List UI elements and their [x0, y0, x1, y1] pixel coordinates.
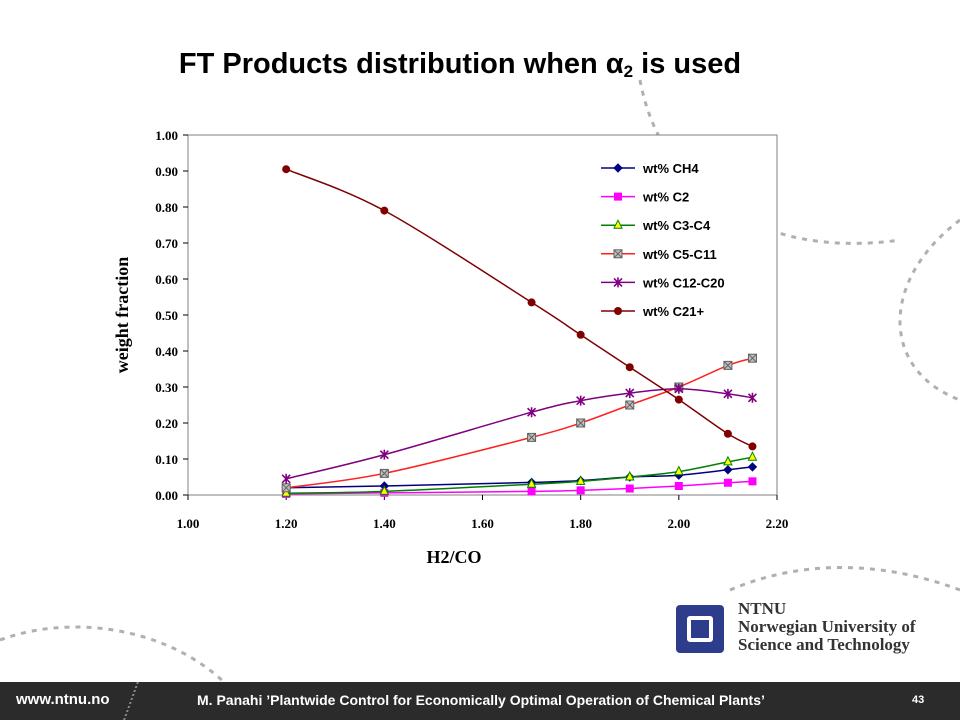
- data-point: [379, 449, 389, 460]
- data-point: [723, 429, 732, 438]
- data-point: [674, 383, 684, 394]
- y-axis-label: weight fraction: [112, 257, 132, 373]
- data-point: [625, 388, 635, 399]
- data-point: [748, 442, 757, 451]
- data-point: [379, 485, 390, 495]
- x-axis-label: H2/CO: [426, 547, 481, 567]
- data-point: [576, 418, 586, 428]
- legend: wt% CH4 wt% C2 wt% C3-C4 wt% C5-C11 wt% C12-…: [601, 161, 725, 319]
- x-tick-label: 1.40: [373, 516, 396, 531]
- page-number: 43: [912, 694, 925, 706]
- y-tick-label: 1.00: [155, 128, 178, 143]
- legend-label: wt% C3-C4: [642, 218, 711, 233]
- y-tick-label: 0.20: [155, 416, 178, 431]
- x-tick-label: 1.80: [569, 516, 592, 531]
- series-wt-c21-: [282, 165, 757, 451]
- legend-marker: [614, 192, 622, 201]
- title-subscript: 2: [623, 62, 634, 81]
- x-tick-label: 1.20: [275, 516, 298, 531]
- data-point: [576, 395, 586, 406]
- data-point: [747, 353, 757, 363]
- x-tick-label: 1.60: [471, 516, 494, 531]
- data-point: [282, 165, 291, 174]
- data-point: [576, 486, 585, 495]
- y-tick-label: 0.00: [155, 488, 178, 503]
- y-tick-label: 0.10: [155, 452, 178, 467]
- y-tick-label: 0.30: [155, 380, 178, 395]
- legend-marker: [613, 277, 623, 288]
- data-point: [527, 487, 536, 496]
- x-tick-label: 2.20: [766, 516, 789, 531]
- data-point: [624, 470, 635, 481]
- series-wt-c12-c20: [281, 383, 758, 484]
- data-point: [625, 400, 635, 410]
- legend-label: wt% C21+: [642, 304, 704, 319]
- data-point: [281, 483, 291, 493]
- data-point: [748, 477, 757, 486]
- footer-url[interactable]: www.ntnu.no: [16, 691, 110, 708]
- y-tick-label: 0.70: [155, 236, 178, 251]
- footer-divider: [123, 682, 149, 720]
- logo-line-1: NTNU: [738, 599, 787, 618]
- data-point: [576, 330, 585, 339]
- data-point: [380, 206, 389, 215]
- data-point: [747, 451, 758, 461]
- ntnu-logo-icon: [676, 605, 724, 653]
- data-point: [527, 298, 536, 307]
- legend-label: wt% C2: [642, 190, 689, 205]
- ntnu-logo: NTNU Norwegian University of Science and…: [676, 600, 932, 660]
- data-point: [625, 484, 634, 493]
- logo-line-2: Norwegian University of: [738, 617, 916, 636]
- legend-marker: [613, 219, 623, 229]
- data-point: [723, 360, 733, 370]
- legend-label: wt% CH4: [642, 161, 699, 176]
- y-tick-label: 0.40: [155, 344, 178, 359]
- data-point: [674, 465, 684, 476]
- y-tick-label: 0.50: [155, 308, 178, 323]
- legend-marker: [613, 163, 623, 173]
- legend-marker: [613, 249, 623, 259]
- data-point: [526, 478, 537, 488]
- data-point: [723, 478, 732, 487]
- x-tick-label: 1.00: [177, 516, 200, 531]
- series-wt-c3-c4: [281, 451, 758, 497]
- footer-bar: www.ntnu.no M. Panahi ’Plantwide Control…: [0, 682, 960, 720]
- data-point: [527, 432, 537, 442]
- y-tick-label: 0.90: [155, 164, 178, 179]
- data-point: [674, 482, 683, 490]
- legend-label: wt% C5-C11: [642, 247, 717, 262]
- legend-marker: [614, 307, 622, 315]
- data-point: [281, 473, 291, 484]
- data-point: [723, 455, 733, 466]
- logo-line-3: Science and Technology: [738, 635, 910, 654]
- data-point: [527, 407, 537, 418]
- data-point: [674, 395, 683, 404]
- line-chart: 0.00 0.10 0.20 0.30 0.40 0.50 0.60 0.70 0.80 0.90…: [112, 128, 789, 567]
- y-tick-label: 0.80: [155, 200, 178, 215]
- data-point: [747, 392, 758, 403]
- footer-citation: M. Panahi ’Plantwide Control for Economi…: [197, 692, 765, 708]
- y-tick-label: 0.60: [155, 272, 178, 287]
- data-point: [379, 468, 389, 478]
- data-point: [723, 465, 733, 475]
- data-point: [747, 462, 758, 472]
- slide-title: FT Products distribution when α2 is used: [178, 48, 742, 81]
- data-point: [625, 363, 634, 372]
- data-point: [575, 475, 586, 485]
- x-tick-label: 2.00: [667, 516, 690, 531]
- legend-label: wt% C12-C20: [642, 275, 725, 290]
- data-point: [723, 388, 733, 399]
